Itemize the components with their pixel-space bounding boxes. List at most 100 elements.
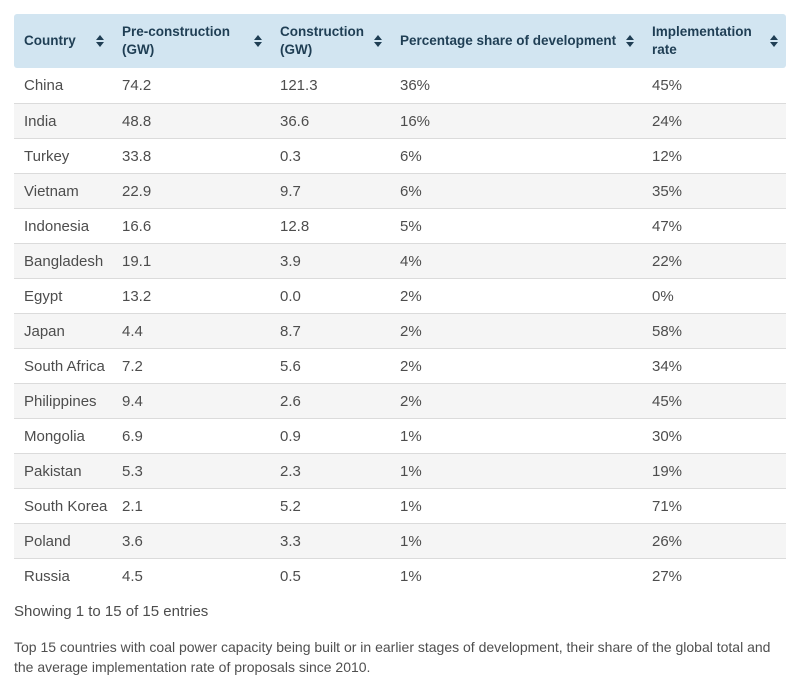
- cell-implementation_rate: 30%: [652, 427, 683, 445]
- cell-construction_gw: 0.3: [280, 147, 301, 165]
- sort-both-icon[interactable]: [96, 35, 104, 47]
- cell-implementation_rate: 45%: [652, 392, 683, 410]
- cell-construction_gw: 5.2: [280, 497, 301, 515]
- column-header-implementation-rate[interactable]: Implementation rate: [642, 14, 786, 68]
- column-header-label: Percentage share of development: [400, 32, 617, 48]
- cell-pre_construction_gw: 74.2: [122, 77, 152, 94]
- column-header-label: Construction (GW): [280, 23, 364, 57]
- cell-country: Mongolia: [24, 427, 85, 445]
- cell-implementation_rate: 58%: [652, 322, 683, 340]
- table-row: Japan 4.4 8.7 2% 58%: [14, 313, 786, 348]
- cell-country: Poland: [24, 532, 71, 550]
- cell-construction_gw: 2.6: [280, 392, 301, 410]
- cell-construction_gw: 9.7: [280, 182, 301, 200]
- cell-implementation_rate: 27%: [652, 567, 683, 585]
- table-row: Turkey 33.8 0.3 6% 12%: [14, 138, 786, 173]
- cell-implementation_rate: 47%: [652, 217, 683, 235]
- table-row: South Africa 7.2 5.6 2% 34%: [14, 348, 786, 383]
- cell-implementation_rate: 34%: [652, 357, 683, 375]
- sort-both-icon[interactable]: [254, 35, 262, 47]
- cell-pre_construction_gw: 7.2: [122, 357, 143, 375]
- cell-construction_gw: 8.7: [280, 322, 301, 340]
- cell-pre_construction_gw: 9.4: [122, 392, 143, 410]
- column-header-label: Implementation rate: [652, 23, 752, 57]
- cell-share_of_development: 2%: [400, 357, 422, 375]
- table-body: China 74.2 121.3 36% 45% India 48.8 36.6 16% 24% T…: [14, 68, 786, 593]
- cell-implementation_rate: 22%: [652, 252, 683, 270]
- sort-both-icon[interactable]: [374, 35, 382, 47]
- cell-construction_gw: 12.8: [280, 217, 310, 235]
- cell-implementation_rate: 26%: [652, 532, 683, 550]
- column-header-pre-construction[interactable]: Pre-construction (GW): [112, 14, 270, 68]
- cell-pre_construction_gw: 6.9: [122, 427, 143, 445]
- cell-construction_gw: 0.5: [280, 567, 301, 585]
- cell-construction_gw: 3.9: [280, 252, 301, 270]
- cell-construction_gw: 121.3: [280, 77, 318, 94]
- cell-implementation_rate: 0%: [652, 287, 674, 305]
- cell-country: Pakistan: [24, 462, 82, 480]
- cell-country: Japan: [24, 322, 65, 340]
- cell-share_of_development: 6%: [400, 147, 422, 165]
- cell-share_of_development: 1%: [400, 567, 422, 585]
- cell-pre_construction_gw: 48.8: [122, 112, 152, 130]
- cell-share_of_development: 16%: [400, 112, 431, 130]
- cell-country: Indonesia: [24, 217, 90, 235]
- table-row: Bangladesh 19.1 3.9 4% 22%: [14, 243, 786, 278]
- column-header-construction[interactable]: Construction (GW): [270, 14, 390, 68]
- sort-both-icon[interactable]: [770, 35, 778, 47]
- cell-share_of_development: 36%: [400, 77, 431, 94]
- cell-country: South Africa: [24, 357, 105, 375]
- table-row: Vietnam 22.9 9.7 6% 35%: [14, 173, 786, 208]
- table-row: Egypt 13.2 0.0 2% 0%: [14, 278, 786, 313]
- cell-pre_construction_gw: 16.6: [122, 217, 152, 235]
- cell-country: India: [24, 112, 57, 130]
- cell-construction_gw: 0.0: [280, 287, 301, 305]
- column-header-label: Pre-construction (GW): [122, 23, 231, 57]
- table-row: Philippines 9.4 2.6 2% 45%: [14, 383, 786, 418]
- cell-country: Bangladesh: [24, 252, 104, 270]
- cell-country: South Korea: [24, 497, 108, 515]
- cell-country: Egypt: [24, 287, 63, 305]
- table-row: China 74.2 121.3 36% 45%: [14, 68, 786, 103]
- cell-share_of_development: 2%: [400, 287, 422, 305]
- cell-implementation_rate: 24%: [652, 112, 683, 130]
- table-row: Mongolia 6.9 0.9 1% 30%: [14, 418, 786, 453]
- table-row: Pakistan 5.3 2.3 1% 19%: [14, 453, 786, 488]
- table-row: South Korea 2.1 5.2 1% 71%: [14, 488, 786, 523]
- cell-implementation_rate: 12%: [652, 147, 683, 165]
- cell-country: Philippines: [24, 392, 97, 410]
- cell-pre_construction_gw: 22.9: [122, 182, 152, 200]
- coal-capacity-table: Country Pre-construction (GW) Constructi…: [14, 14, 786, 593]
- cell-share_of_development: 1%: [400, 427, 422, 445]
- cell-construction_gw: 36.6: [280, 112, 310, 130]
- cell-country: Turkey: [24, 147, 70, 165]
- cell-share_of_development: 2%: [400, 392, 422, 410]
- column-header-share-of-development[interactable]: Percentage share of development: [390, 14, 642, 68]
- cell-country: Vietnam: [24, 182, 79, 200]
- cell-construction_gw: 3.3: [280, 532, 301, 550]
- table-row: Russia 4.5 0.5 1% 27%: [14, 558, 786, 593]
- column-header-country[interactable]: Country: [14, 14, 112, 68]
- cell-construction_gw: 2.3: [280, 462, 301, 480]
- cell-pre_construction_gw: 19.1: [122, 252, 152, 270]
- cell-implementation_rate: 45%: [652, 77, 683, 94]
- cell-pre_construction_gw: 4.5: [122, 567, 143, 585]
- cell-share_of_development: 5%: [400, 217, 422, 235]
- cell-implementation_rate: 71%: [652, 497, 683, 515]
- cell-pre_construction_gw: 13.2: [122, 287, 152, 305]
- table-row: Poland 3.6 3.3 1% 26%: [14, 523, 786, 558]
- table-row: India 48.8 36.6 16% 24%: [14, 103, 786, 138]
- cell-country: China: [24, 77, 64, 94]
- sort-both-icon[interactable]: [626, 35, 634, 47]
- cell-share_of_development: 6%: [400, 182, 422, 200]
- cell-share_of_development: 1%: [400, 497, 422, 515]
- showing-entries-text: Showing 1 to 15 of 15 entries: [14, 603, 209, 620]
- table-header-row: Country Pre-construction (GW) Constructi…: [14, 14, 786, 68]
- cell-share_of_development: 2%: [400, 322, 422, 340]
- table-row: Indonesia 16.6 12.8 5% 47%: [14, 208, 786, 243]
- cell-construction_gw: 0.9: [280, 427, 301, 445]
- cell-share_of_development: 1%: [400, 462, 422, 480]
- cell-country: Russia: [24, 567, 70, 585]
- cell-construction_gw: 5.6: [280, 357, 301, 375]
